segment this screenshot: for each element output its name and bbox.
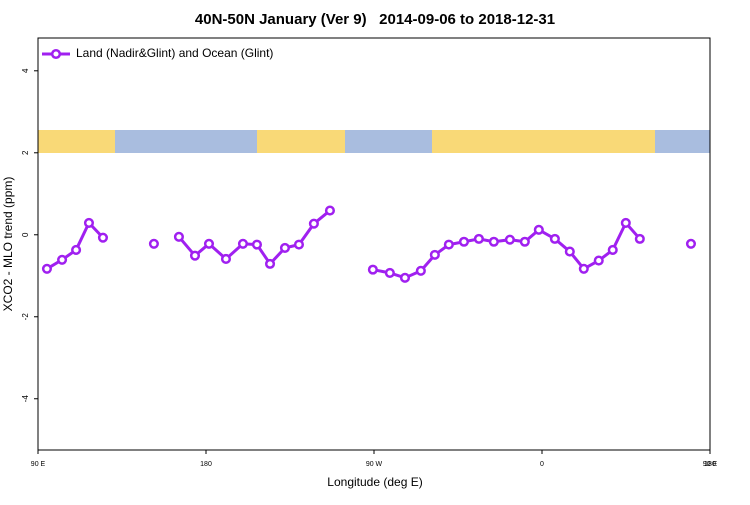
y-tick-label: 0 bbox=[21, 232, 30, 237]
data-point bbox=[564, 246, 575, 257]
y-tick-label: -2 bbox=[21, 313, 30, 321]
data-point bbox=[399, 272, 411, 283]
series-line bbox=[177, 209, 331, 267]
data-point bbox=[173, 231, 184, 242]
data-point bbox=[519, 236, 530, 247]
chart-title: 40N-50N January (Ver 9) 2014-09-06 to 20… bbox=[195, 11, 555, 28]
data-point bbox=[189, 250, 201, 261]
data-point bbox=[324, 205, 335, 216]
data-point bbox=[593, 255, 604, 266]
data-point bbox=[549, 233, 560, 244]
data-point bbox=[41, 263, 53, 274]
data-point bbox=[634, 233, 645, 244]
y-tick-label: 2 bbox=[21, 150, 30, 155]
data-point bbox=[367, 264, 378, 275]
data-point bbox=[293, 239, 305, 250]
data-point bbox=[578, 263, 589, 274]
data-point bbox=[504, 234, 515, 245]
data-point bbox=[57, 254, 68, 265]
data-point bbox=[473, 233, 484, 244]
data-point bbox=[203, 238, 215, 249]
series-line bbox=[372, 220, 641, 280]
data-point bbox=[83, 217, 95, 228]
data-point bbox=[279, 242, 291, 253]
x-axis-label: Longitude (deg E) bbox=[327, 475, 422, 489]
x-tick-label: 90 E bbox=[703, 461, 718, 468]
x-tick-label: 90 E bbox=[31, 461, 46, 468]
data-point bbox=[220, 253, 232, 265]
data-point bbox=[429, 249, 440, 260]
plot-frame bbox=[37, 37, 711, 451]
x-tick-label: 180 bbox=[200, 461, 212, 468]
map-strip bbox=[38, 130, 710, 153]
data-point bbox=[308, 218, 319, 229]
data-point bbox=[97, 232, 109, 243]
data-point bbox=[415, 265, 426, 276]
y-axis-label: XCO2 - MLO trend (ppm) bbox=[1, 177, 15, 312]
legend-label: Land (Nadir&Glint) and Ocean (Glint) bbox=[76, 46, 273, 60]
y-tick-label: -4 bbox=[21, 395, 30, 403]
x-tick-label: 90 W bbox=[366, 461, 383, 468]
data-point bbox=[237, 238, 249, 249]
data-point bbox=[443, 239, 454, 250]
data-point bbox=[251, 239, 263, 250]
data-point bbox=[620, 217, 631, 228]
legend-marker bbox=[50, 48, 62, 60]
data-point bbox=[533, 224, 544, 235]
data-point bbox=[384, 267, 395, 278]
data-point bbox=[607, 244, 618, 255]
data-point bbox=[264, 258, 276, 269]
data-point bbox=[71, 244, 82, 255]
x-tick-label: 0 bbox=[540, 461, 544, 468]
data-point bbox=[685, 238, 697, 249]
x-tick-label: 180 bbox=[704, 461, 716, 468]
data-point bbox=[148, 238, 159, 249]
y-tick-label: 4 bbox=[21, 68, 30, 73]
data-point bbox=[488, 236, 499, 247]
data-point bbox=[458, 236, 470, 247]
